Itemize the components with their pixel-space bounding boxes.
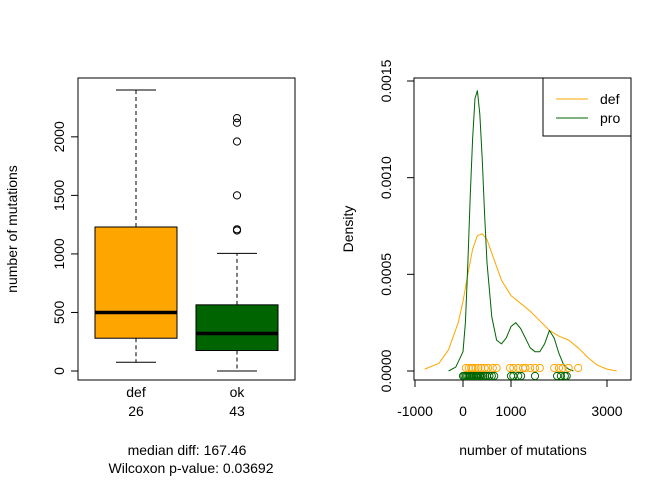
rug-point-pro [517, 371, 526, 381]
rug-point-def [480, 363, 489, 373]
boxplot-y-tick-label: 1500 [51, 180, 67, 211]
legend-label-def: def [600, 91, 620, 107]
rug-point-def [468, 363, 477, 373]
boxplot-panel: 0 500 1000 1500 2000 number of mutations def… [4, 77, 296, 476]
rug-point-def [505, 363, 515, 373]
boxplot-y-tick-label: 1000 [51, 238, 67, 269]
density-y-tick-label: 0.0015 [378, 59, 394, 102]
boxplot-y-axis-label: number of mutations [4, 165, 20, 293]
boxplot-y-tick-label: 0 [51, 367, 67, 375]
rug-point-def [550, 363, 559, 373]
legend: def pro [542, 77, 632, 137]
density-y-tick-label: 0.0000 [378, 349, 394, 392]
density-rug-points [458, 363, 583, 381]
density-x-tick-label: -1000 [397, 403, 433, 419]
rug-point-def [509, 363, 518, 373]
rug-point-def [526, 363, 535, 373]
count-label-ok: 43 [229, 403, 245, 419]
density-y-tick-label: 0.0005 [378, 253, 394, 296]
wilcoxon-pvalue-text: Wilcoxon p-value: 0.03692 [109, 460, 274, 476]
box-body [195, 304, 279, 352]
rug-point-def [564, 363, 573, 373]
rug-point-def [492, 363, 501, 373]
rug-point-def [558, 363, 567, 373]
outlier-point [232, 137, 242, 146]
legend-label-pro: pro [600, 110, 620, 126]
outlier-point [232, 114, 242, 123]
rug-point-pro [530, 371, 540, 381]
rug-point-pro [562, 371, 571, 381]
density-y-tick-label: 0.0010 [378, 156, 394, 199]
rug-point-def [535, 363, 544, 373]
category-label-def: def [126, 384, 146, 400]
boxplot-boxes [94, 89, 279, 372]
rug-point-def [574, 363, 583, 373]
rug-point-def [530, 363, 540, 373]
legend-box [542, 77, 632, 137]
rug-point-def [474, 363, 483, 373]
median-diff-text: median diff: 167.46 [128, 442, 247, 458]
density-y-axis-label: Density [340, 206, 356, 253]
outlier-point [232, 191, 242, 200]
box-ok [195, 114, 279, 372]
rug-point-def [471, 363, 480, 373]
rug-point-def [483, 363, 493, 373]
density-y-axis: 0.0000 0.0005 0.0010 0.0015 [378, 59, 415, 392]
rug-point-pro [490, 371, 499, 381]
rug-point-def [554, 363, 564, 373]
rug-point-pro [477, 371, 486, 381]
rug-point-pro [485, 371, 494, 381]
density-x-axis-label: number of mutations [459, 442, 587, 458]
rug-point-pro [487, 371, 496, 381]
density-curves [424, 90, 617, 372]
count-label-def: 26 [128, 403, 144, 419]
boxplot-y-axis: 0 500 1000 1500 2000 [51, 121, 79, 375]
outlier-point [232, 225, 242, 234]
density-x-tick-label: 3000 [591, 403, 622, 419]
category-label-ok: ok [230, 384, 246, 400]
box-body [94, 226, 178, 339]
rug-point-def [521, 363, 530, 373]
density-curve-def [424, 233, 617, 372]
boxplot-y-tick-label: 2000 [51, 121, 67, 152]
rug-point-pro [556, 371, 566, 381]
rug-point-pro [514, 371, 523, 381]
box-def [94, 89, 178, 363]
density-x-tick-label: 1000 [495, 403, 526, 419]
rug-point-def [488, 363, 497, 373]
outlier-point [232, 118, 242, 127]
boxplot-y-tick-label: 500 [51, 301, 67, 325]
density-x-axis: -1000 0 1000 3000 [397, 379, 623, 419]
density-x-tick-label: 0 [459, 403, 467, 419]
density-curve-pro [448, 90, 574, 372]
